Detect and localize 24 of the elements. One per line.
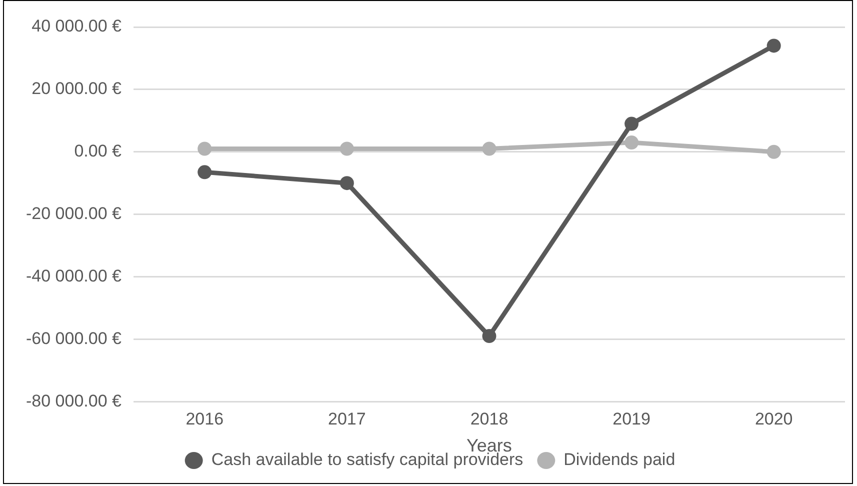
- x-tick-label: 2020: [754, 409, 793, 428]
- point: [198, 165, 212, 180]
- x-tick-label: 2017: [328, 409, 366, 428]
- y-tick-label: 0.00 €: [74, 142, 122, 161]
- point: [766, 38, 781, 53]
- point: [340, 176, 354, 190]
- x-tick-label: 2018: [470, 409, 508, 428]
- point: [482, 329, 496, 344]
- x-tick-label: 2016: [186, 409, 224, 428]
- y-tick-label: -60 000.00 €: [26, 328, 122, 348]
- point: [198, 142, 212, 156]
- y-tick-label: -20 000.00 €: [26, 204, 122, 223]
- point: [624, 116, 639, 131]
- y-tick-label: 20 000.00 €: [32, 79, 122, 98]
- point: [482, 142, 496, 156]
- x-tick-label: 2019: [612, 409, 650, 428]
- point: [766, 144, 781, 159]
- point: [624, 136, 639, 150]
- legend-label: Cash available to satisfy capital providers: [211, 450, 524, 470]
- legend-label: Dividends paid: [564, 450, 676, 470]
- y-tick-label: 40 000.00 €: [32, 16, 122, 36]
- y-tick-label: -40 000.00 €: [26, 266, 122, 286]
- point: [340, 142, 354, 156]
- y-tick-label: -80 000.00 €: [26, 391, 122, 410]
